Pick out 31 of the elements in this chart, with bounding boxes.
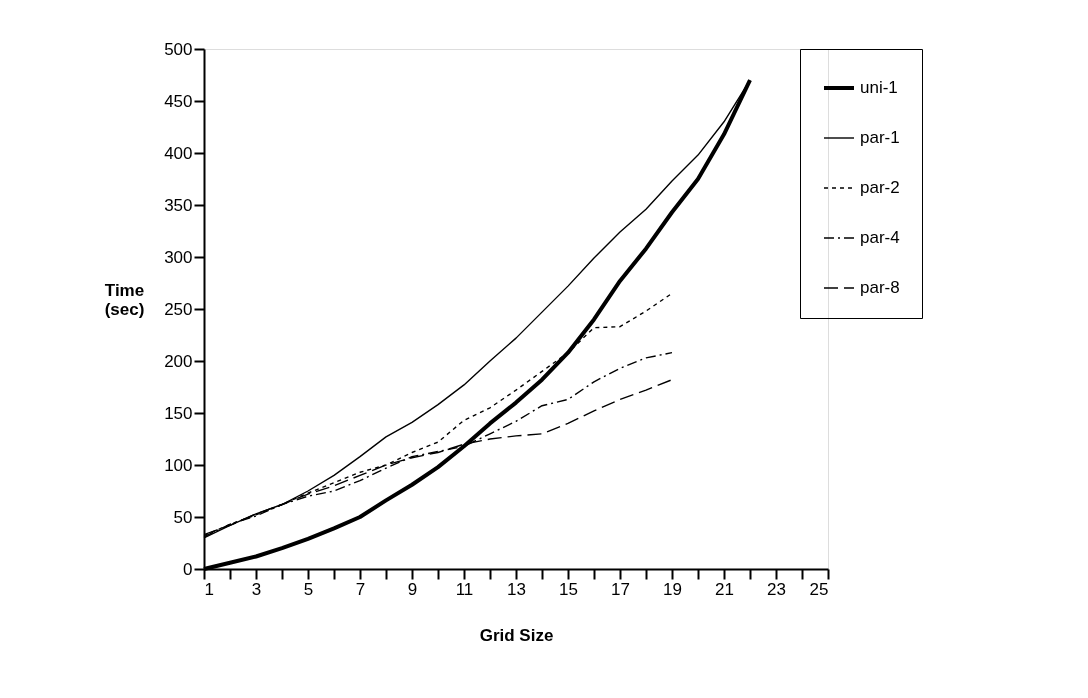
x-tick-label: 3 bbox=[251, 579, 262, 599]
x-tick-label: 21 bbox=[715, 579, 734, 599]
x-tick-label: 9 bbox=[407, 579, 418, 599]
x-tick-label: 25 bbox=[809, 579, 829, 599]
x-axis-title: Grid Size bbox=[479, 625, 554, 645]
x-tick-label: 5 bbox=[303, 579, 314, 599]
legend-label: par-4 bbox=[860, 228, 900, 247]
y-axis-title: Time (sec) bbox=[104, 280, 145, 319]
x-tick-label: 7 bbox=[355, 579, 366, 599]
y-tick-label: 500 bbox=[164, 39, 193, 59]
legend-label: par-8 bbox=[860, 278, 900, 297]
y-tick-label: 150 bbox=[164, 403, 193, 423]
x-tick-label: 13 bbox=[507, 579, 526, 599]
y-tick-label: 50 bbox=[173, 507, 193, 527]
y-tick-label: 0 bbox=[183, 559, 193, 579]
legend-label: par-2 bbox=[860, 178, 900, 197]
y-tick-label: 450 bbox=[164, 91, 193, 111]
x-tick-label: 1 bbox=[204, 579, 214, 599]
y-tick-label: 400 bbox=[164, 143, 193, 163]
x-tick-label: 19 bbox=[663, 579, 682, 599]
y-tick-label: 350 bbox=[164, 195, 193, 215]
y-tick-label: 100 bbox=[164, 455, 193, 475]
y-tick-label: 300 bbox=[164, 247, 193, 267]
x-tick-label: 17 bbox=[611, 579, 630, 599]
y-tick-label: 200 bbox=[164, 351, 193, 371]
legend-label: par-1 bbox=[860, 128, 900, 147]
y-tick-label: 250 bbox=[164, 299, 193, 319]
legend-label: uni-1 bbox=[860, 78, 898, 97]
x-tick-label: 15 bbox=[559, 579, 578, 599]
x-tick-label: 11 bbox=[455, 579, 474, 599]
x-tick-label: 23 bbox=[767, 579, 786, 599]
